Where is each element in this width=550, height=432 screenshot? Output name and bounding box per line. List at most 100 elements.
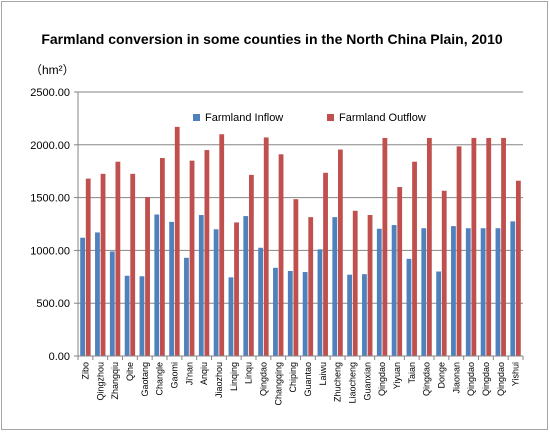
bar-inflow [436,271,442,356]
bar-outflow [486,137,492,356]
legend-label: Farmland Outflow [339,112,426,124]
bar-inflow [495,228,501,356]
bar-outflow [278,154,284,356]
x-tick-label: Zhucheng [333,362,343,402]
bar-inflow [465,228,471,356]
bar-inflow [95,232,100,356]
x-tick-label: Anqiu [199,362,209,385]
bar-outflow [501,137,506,356]
x-tick-label: Linqing [229,362,239,391]
bar-outflow [263,137,269,356]
x-tick-label: Changqing [273,362,283,406]
x-tick-label: Qingdao [258,362,268,396]
x-tick-label: Qingdao [466,362,476,396]
bar-inflow [139,276,145,356]
bar-outflow [515,180,521,356]
axes [77,92,524,360]
bar-outflow [397,187,403,356]
bar-inflow [317,249,323,356]
bar-inflow [169,221,175,356]
bar-outflow [367,215,373,356]
x-tick-label: Gaomi [169,362,179,389]
bar-outflow [130,173,136,356]
bar-outflow [219,134,225,356]
bar-outflow [293,199,299,356]
x-tick-label: Taian [407,362,417,384]
x-tick-label: Guanxian [362,362,372,401]
y-tick-label: 500.00 [36,298,70,310]
bar-inflow [347,274,353,356]
bar-inflow [510,221,516,356]
bar-inflow [362,274,367,356]
y-tick-label: 1000.00 [30,245,70,257]
x-tick-label: Jiaozhou [214,362,224,398]
bar-inflow [213,229,219,356]
bar-outflow [471,137,477,356]
x-tick-label: Qingdao [377,362,387,396]
legend-label: Farmland Inflow [205,112,283,124]
x-tick-label: Jiaonan [451,362,461,394]
bar-outflow [323,172,328,356]
x-tick-label: Yiyuan [392,362,402,389]
bar-inflow [287,270,293,356]
bar-outflow [337,149,343,356]
x-tick-label: Dongе [436,362,446,389]
bar-inflow [109,251,115,356]
bar-outflow [204,150,210,356]
bar-inflow [302,272,308,356]
bar-inflow [451,226,456,356]
x-tick-label: Linqu [244,362,254,384]
chart-title: Farmland conversion in some counties in … [41,31,503,47]
y-axis-unit: （hm²） [30,63,75,77]
legend: Farmland Inflow Farmland Outflow [193,112,426,124]
bar-inflow [124,275,130,356]
x-tick-label: Qingzhou [95,362,105,401]
bar-outflow [382,137,388,356]
x-tick-label: Qihe [125,362,135,381]
x-tick-label: Liaocheng [347,362,357,404]
bar-inflow [332,217,338,356]
bar-outflow [115,161,121,356]
bar-inflow [376,228,382,356]
bar-outflow [189,160,195,356]
x-tick-label: Qingdao [481,362,491,396]
bar-outflow [85,178,91,356]
bar-inflow [273,267,278,356]
bar-inflow [421,228,427,356]
x-tick-label: Zhangqiu [110,362,120,400]
x-tick-label: Changle [155,362,165,396]
x-tick-label: Qingdao [422,362,432,396]
x-tick-labels: Zibo Qingzhou Zhangqiu Qihe Gaotang Changle Ga… [80,362,520,406]
bar-outflow [308,217,314,356]
bar-outflow [174,126,180,357]
bar-outflow [426,137,432,356]
bar-outflow [248,174,254,356]
bar-inflow [184,257,189,356]
x-tick-label: Guantao [303,362,313,397]
x-tick-label: Ji'nan [184,362,194,385]
bar-outflow [456,146,462,356]
bars [80,126,521,357]
x-tick-label: Chiping [288,362,298,393]
bar-outflow [441,190,447,356]
bar-outflow [100,173,106,356]
y-tick-label: 2000.00 [30,140,70,152]
bar-inflow [243,216,249,356]
legend-swatch [193,114,200,121]
bar-outflow [145,197,150,356]
bar-inflow [198,215,204,356]
bar-inflow [80,237,86,356]
x-tick-label: Zibo [80,362,90,380]
bar-inflow [228,277,234,356]
y-tick-label: 1500.00 [30,193,70,205]
legend-swatch [327,114,334,121]
bar-outflow [352,210,358,356]
y-tick-label: 0.00 [49,351,70,363]
bar-outflow [234,222,239,356]
bar-inflow [258,247,264,356]
y-tick-label: 2500.00 [30,87,70,99]
x-tick-label: Gaotang [140,362,150,397]
bar-outflow [412,161,417,356]
bar-inflow [391,225,397,356]
